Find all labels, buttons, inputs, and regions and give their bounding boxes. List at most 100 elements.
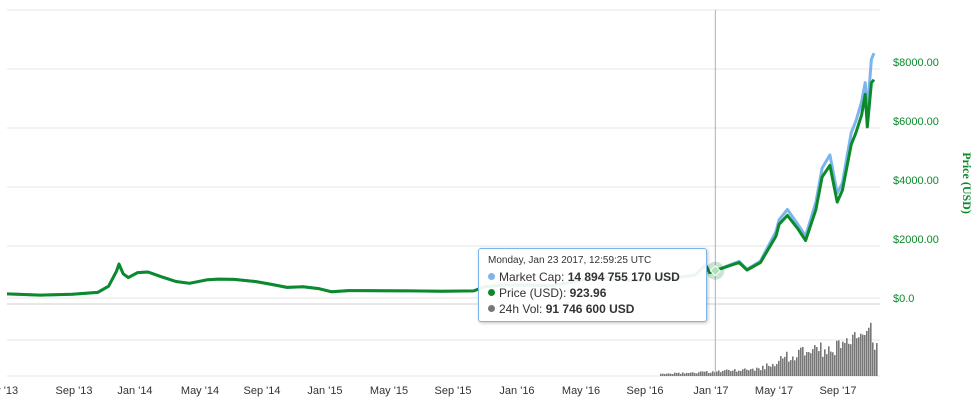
volume-bar [812, 349, 814, 376]
volume-bar [836, 340, 838, 376]
volume-bar [800, 347, 802, 376]
y-tick-label: $4000.00 [893, 175, 939, 187]
volume-bar [704, 371, 706, 376]
volume-bar [768, 365, 770, 376]
volume-bar [662, 373, 664, 376]
tooltip-value: 14 894 755 170 USD [567, 270, 680, 284]
volume-bar [718, 370, 720, 376]
tooltip-label: 24h Vol: [499, 302, 546, 316]
tooltip-date: Monday, Jan 23 2017, 12:59:25 UTC [488, 255, 652, 266]
volume-bar [664, 373, 666, 376]
volume-bar [806, 352, 808, 376]
volume-bar [782, 358, 784, 376]
y-axis-ticks: $8000.00 $6000.00 $4000.00 $2000.00 $0.0 [893, 57, 939, 305]
hover-point [709, 265, 721, 277]
volume-bar [814, 345, 816, 376]
volume-bar [684, 373, 686, 376]
x-tick-label: Jan '15 [307, 385, 342, 397]
volume-bar [864, 334, 866, 376]
y-tick-label: $8000.00 [893, 57, 939, 69]
volume-bar [794, 360, 796, 376]
volume-dot-icon [488, 305, 495, 312]
grid-lines [7, 9, 880, 377]
volume-bar [870, 322, 872, 376]
volume-bar [832, 352, 834, 376]
market-cap-dot-icon [488, 273, 495, 280]
volume-bar [824, 349, 826, 376]
tooltip-label: Price (USD): [499, 286, 570, 300]
volume-bar [822, 356, 824, 376]
volume-bar [852, 334, 854, 376]
x-axis-ticks: May '13 Sep '13 Jan '14 May '14 Sep '14 Jan '… [0, 385, 856, 397]
volume-bar [780, 356, 782, 376]
volume-bar [672, 373, 674, 376]
volume-bar [862, 334, 864, 376]
volume-bar [742, 369, 744, 376]
x-tick-label: Jan '17 [693, 385, 728, 397]
volume-bar [678, 372, 680, 376]
volume-bar [734, 369, 736, 376]
volume-bar [816, 347, 818, 376]
volume-bar [686, 372, 688, 376]
volume-bar [682, 372, 684, 376]
volume-bar [720, 372, 722, 376]
volume-bar [868, 327, 870, 376]
x-tick-label: Sep '15 [435, 385, 472, 397]
volume-bar [770, 366, 772, 376]
volume-bar [730, 371, 732, 376]
volume-bar [846, 338, 848, 376]
volume-bar [708, 373, 710, 376]
x-tick-label: May '17 [755, 385, 793, 397]
volume-bar [714, 372, 716, 376]
x-tick-label: May '15 [370, 385, 408, 397]
volume-bar [874, 349, 876, 376]
volume-bar [830, 351, 832, 376]
x-tick-label: Sep '13 [56, 385, 93, 397]
volume-bar [690, 372, 692, 376]
y-tick-label: $6000.00 [893, 116, 939, 128]
volume-bar [848, 343, 850, 376]
volume-bar [702, 371, 704, 376]
volume-bar [778, 360, 780, 376]
volume-bar [740, 370, 742, 376]
volume-bar [764, 369, 766, 376]
volume-bar [680, 373, 682, 376]
x-tick-label: Jan '16 [499, 385, 534, 397]
x-tick-label: Jan '14 [117, 385, 152, 397]
volume-bar [744, 368, 746, 376]
x-tick-label: Sep '17 [820, 385, 857, 397]
volume-bar [784, 356, 786, 376]
volume-bar [670, 373, 672, 376]
volume-bar [860, 333, 862, 376]
volume-bar [866, 330, 868, 376]
price-dot-icon [488, 289, 495, 296]
tooltip-row-volume: 24h Vol: 91 746 600 USD [488, 301, 697, 317]
volume-bar [840, 348, 842, 376]
volume-bar [774, 366, 776, 376]
volume-bar [722, 370, 724, 376]
volume-bar [674, 372, 676, 376]
volume-bar [698, 372, 700, 376]
volume-bar [790, 360, 792, 376]
volume-bar [752, 368, 754, 376]
volume-bar [826, 354, 828, 376]
volume-bar [746, 369, 748, 376]
tooltip-label: Market Cap: [499, 270, 568, 284]
x-tick-label: May '16 [562, 385, 600, 397]
volume-bar [726, 369, 728, 376]
volume-bar [858, 337, 860, 376]
series-line-market-cap [6, 52, 876, 297]
volume-bar [786, 351, 788, 376]
volume-bar [796, 357, 798, 376]
volume-bar [798, 349, 800, 376]
volume-bar [766, 363, 768, 376]
volume-bar [710, 372, 712, 376]
volume-bar [820, 342, 822, 376]
hover-marker [706, 261, 725, 280]
tooltip-value: 923.96 [569, 286, 607, 300]
volume-bar [758, 368, 760, 376]
y-tick-label: $0.0 [893, 293, 914, 305]
volume-bar [712, 371, 714, 376]
volume-bar [760, 370, 762, 376]
